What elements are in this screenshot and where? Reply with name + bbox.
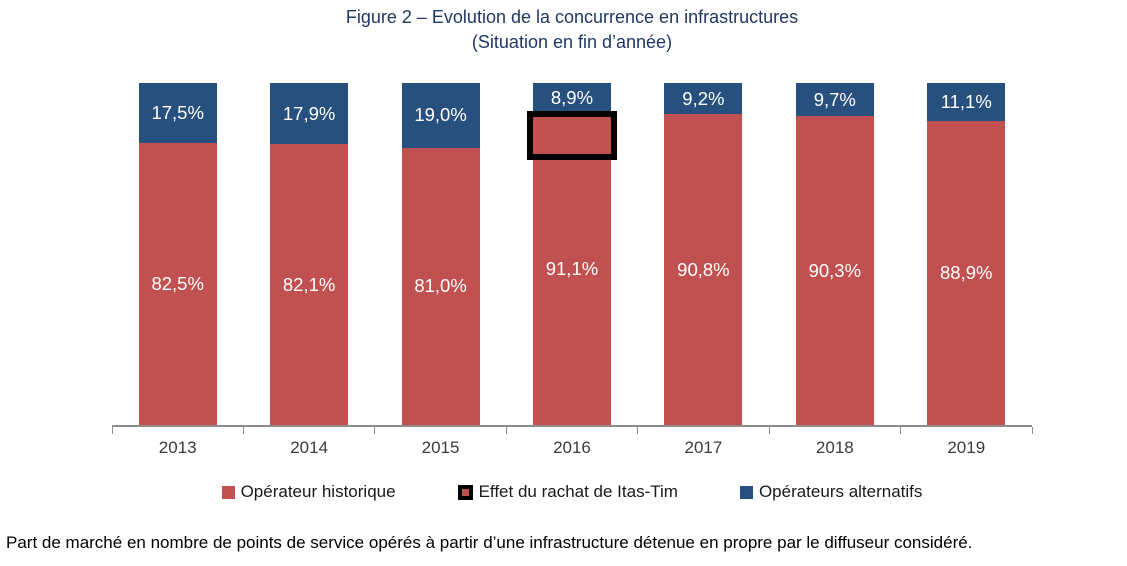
x-axis-tick <box>900 427 902 434</box>
legend-label: Effet du rachat de Itas-Tim <box>478 482 678 501</box>
stacked-bar-2017: 9,2% 90,8% <box>664 83 743 425</box>
stacked-bar-2014: 17,9% 82,1% <box>270 83 349 425</box>
year-labels-row: 2013 2014 2015 2016 2017 2018 2019 <box>112 438 1032 458</box>
year-label-2013: 2013 <box>158 438 197 457</box>
bar-slot-2014: 17,9% 82,1% <box>243 83 374 425</box>
stacked-bar-2018: 9,7% 90,3% <box>795 83 874 425</box>
x-axis-tick <box>505 427 507 434</box>
bar-slot-2013: 17,5% 82,5% <box>112 83 243 425</box>
bar-segment-alternatifs: 17,9% <box>270 83 349 145</box>
bar-value-label-alternatifs: 9,7% <box>813 88 856 110</box>
chart-title-line-1: Figure 2 – Evolution de la concurrence e… <box>345 7 799 27</box>
bar-segment-alternatifs: 17,5% <box>138 83 217 143</box>
acquisition-highlight-box <box>526 111 617 161</box>
chart-title: Figure 2 – Evolution de la concurrence e… <box>112 5 1032 55</box>
stacked-bar-2013: 17,5% 82,5% <box>138 83 217 425</box>
x-axis-tick <box>637 427 639 434</box>
bar-segment-historique: 90,8% <box>664 114 743 425</box>
bar-segment-alternatifs: 8,9% <box>532 83 611 114</box>
x-axis-tick <box>374 427 376 434</box>
bar-segment-historique: 81,0% <box>401 147 480 425</box>
bar-segment-historique: 82,1% <box>270 144 349 425</box>
year-label-2015: 2015 <box>421 438 460 457</box>
stacked-bar-2015: 19,0% 81,0% <box>401 83 480 425</box>
bars-row: 17,5% 82,5% 17,9% 82,1% 19,0% 81,0% 8,9% 91,1% 9… <box>112 83 1032 425</box>
bar-segment-historique: 91,1% <box>532 113 611 425</box>
stacked-bar-2019: 11,1% 88,9% <box>927 83 1006 425</box>
bar-value-label-historique: 82,5% <box>151 272 204 294</box>
figure-caption: Part de marché en nombre de points de se… <box>6 533 973 552</box>
x-axis-line <box>112 425 1032 427</box>
plot-area: 17,5% 82,5% 17,9% 82,1% 19,0% 81,0% 8,9% 91,1% 9… <box>111 83 1033 434</box>
bar-segment-alternatifs: 11,1% <box>927 83 1006 121</box>
bar-value-label-historique: 88,9% <box>940 261 993 283</box>
legend: Opérateur historique Effet du rachat de … <box>112 482 1032 502</box>
bar-slot-2019: 11,1% 88,9% <box>901 83 1032 425</box>
x-axis-tick <box>242 427 244 434</box>
year-label-2018: 2018 <box>815 438 854 457</box>
bar-segment-alternatifs: 9,2% <box>664 83 743 115</box>
bar-value-label-historique: 90,3% <box>808 259 862 281</box>
x-axis-tick <box>1031 427 1033 434</box>
bar-value-label-alternatifs: 8,9% <box>550 87 594 109</box>
bar-value-label-alternatifs: 17,5% <box>151 101 204 123</box>
bar-slot-2018: 9,7% 90,3% <box>769 83 900 425</box>
bar-value-label-historique: 81,0% <box>414 275 467 297</box>
bar-slot-2015: 19,0% 81,0% <box>375 83 506 425</box>
bar-segment-alternatifs: 19,0% <box>401 83 480 148</box>
bar-slot-2017: 9,2% 90,8% <box>638 83 769 425</box>
bar-value-label-historique: 82,1% <box>282 273 336 295</box>
bar-value-label-historique: 91,1% <box>545 258 599 280</box>
legend-label: Opérateur historique <box>240 482 396 501</box>
bar-value-label-alternatifs: 9,2% <box>682 87 725 109</box>
black-outlined-square-icon <box>457 484 473 500</box>
x-axis-tick <box>768 427 770 434</box>
bar-value-label-alternatifs: 11,1% <box>940 90 992 112</box>
bar-value-label-historique: 90,8% <box>677 258 730 280</box>
red-square-icon <box>221 485 235 499</box>
chart-title-line-2: (Situation en fin d’année) <box>471 32 673 52</box>
stacked-bar-2016: 8,9% 91,1% <box>526 83 617 425</box>
blue-square-icon <box>739 485 753 499</box>
bar-segment-historique: 82,5% <box>138 142 217 425</box>
legend-item-effet-rachat: Effet du rachat de Itas-Tim <box>457 482 678 502</box>
year-label-2014: 2014 <box>290 438 329 457</box>
bar-segment-historique: 90,3% <box>795 116 874 425</box>
year-label-2019: 2019 <box>947 438 986 457</box>
legend-label: Opérateurs alternatifs <box>758 482 923 501</box>
legend-item-operateur-historique: Opérateur historique <box>221 482 396 502</box>
year-label-2016: 2016 <box>553 438 591 457</box>
bar-segment-alternatifs: 9,7% <box>795 83 874 117</box>
bar-segment-historique: 88,9% <box>927 120 1006 425</box>
x-axis-tick <box>111 427 113 434</box>
bar-value-label-alternatifs: 17,9% <box>282 102 336 124</box>
bar-value-label-alternatifs: 19,0% <box>414 104 467 126</box>
bar-slot-2016: 8,9% 91,1% <box>506 83 637 425</box>
year-label-2017: 2017 <box>684 438 723 457</box>
legend-item-operateurs-alternatifs: Opérateurs alternatifs <box>739 482 923 502</box>
